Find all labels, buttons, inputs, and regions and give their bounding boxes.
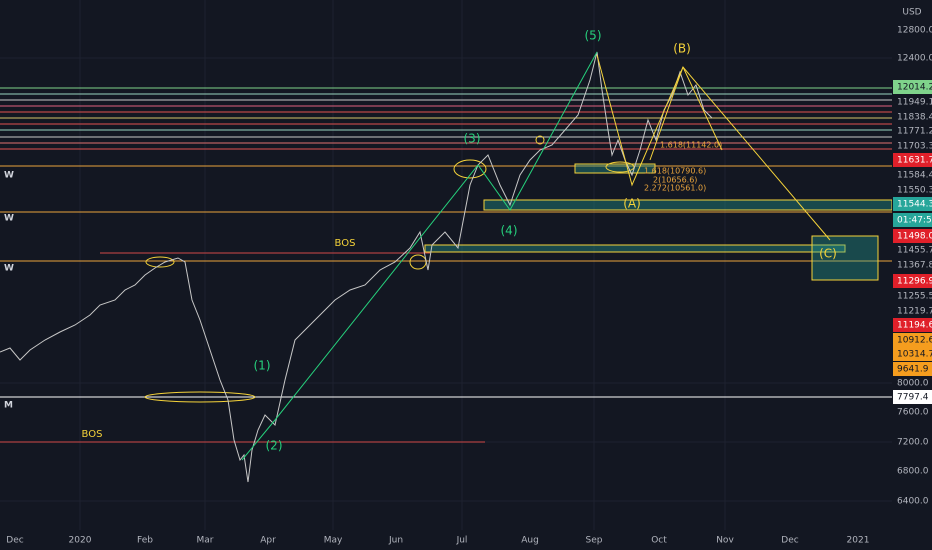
side-marker: W <box>4 214 14 224</box>
wave-label: (1) <box>254 359 271 373</box>
time-label: Aug <box>521 536 539 546</box>
price-tag <box>893 347 932 361</box>
price-label: 11544.3 <box>897 200 932 210</box>
wave-lines-green <box>241 51 598 461</box>
price-label: 7600.0 <box>897 408 929 418</box>
time-label: 2021 <box>847 536 870 546</box>
time-label: Feb <box>137 536 153 546</box>
wave-label: (5) <box>585 29 602 43</box>
wave-label: (C) <box>819 247 837 261</box>
time-label: Mar <box>197 536 214 546</box>
side-marker: W <box>4 264 14 274</box>
price-label: 12800.0 <box>897 26 932 36</box>
price-label: 7797.4 <box>897 393 929 403</box>
price-tag <box>893 333 932 347</box>
time-labels: Dec 2020 Feb Mar Apr May Jun Jul Aug Sep Oct Nov Dec… <box>6 536 869 546</box>
price-labels: 12800.0 12400.0 12014.2 11949.1 11838.4 11771… <box>893 26 932 507</box>
time-label: 2020 <box>69 536 92 546</box>
price-label: 8000.0 <box>897 379 929 389</box>
time-label: Dec <box>6 536 23 546</box>
price-tag <box>893 274 932 288</box>
price-tag <box>893 197 932 211</box>
zones <box>424 163 893 281</box>
price-label: 11194.6 <box>897 321 932 331</box>
price-series <box>0 51 713 483</box>
price-tag <box>893 153 932 167</box>
time-axis-panel <box>0 530 932 550</box>
side-marker: M <box>4 401 13 411</box>
price-label: 10912.6 <box>897 336 932 346</box>
price-tag <box>893 362 932 376</box>
price-label: 11949.1 <box>897 98 932 108</box>
time-label: Nov <box>716 536 734 546</box>
fib-label: 1.618(10790.6) <box>644 167 706 176</box>
price-label: 11550.3 <box>897 186 932 196</box>
fib-label: 2(10656.6) <box>653 176 697 185</box>
price-label: 11367.8 <box>897 261 932 271</box>
time-label: Dec <box>781 536 798 546</box>
price-label: 11771.2 <box>897 127 932 137</box>
price-tag <box>893 80 932 94</box>
price-label: 6400.0 <box>897 497 929 507</box>
time-label: Apr <box>260 536 276 546</box>
price-label: 11838.4 <box>897 113 932 123</box>
price-label: 11219.7 <box>897 307 932 317</box>
time-label: May <box>324 536 343 546</box>
price-label: 11631.7 <box>897 156 932 166</box>
wave-label: (4) <box>501 224 518 238</box>
highlight-ellipses <box>144 135 635 403</box>
price-label: 11703.3 <box>897 142 932 152</box>
time-label: Oct <box>651 536 667 546</box>
price-label: 9641.9 <box>897 365 929 375</box>
wave-label: (B) <box>673 42 691 56</box>
price-label: 12014.2 <box>897 83 932 93</box>
price-tag <box>893 318 932 332</box>
price-label: 01:47:53 <box>897 216 932 226</box>
wave-lines-yellow <box>596 54 831 241</box>
price-label: 11255.5 <box>897 292 932 302</box>
side-marker: W <box>4 171 14 181</box>
fib-label: 2.272(10561.0) <box>644 184 706 193</box>
price-label: 10314.7 <box>897 350 932 360</box>
price-label: 11455.7 <box>897 246 932 256</box>
bos-label: BOS <box>335 238 356 249</box>
time-label: Jun <box>388 536 403 546</box>
price-axis: USD <box>902 8 921 18</box>
bos-label: BOS <box>82 429 103 440</box>
price-tag <box>893 213 932 227</box>
wave-label: (A) <box>623 197 641 211</box>
wave-label: (2) <box>266 439 283 453</box>
price-tag <box>893 229 932 243</box>
price-label: 12400.0 <box>897 54 932 64</box>
price-label: 11296.9 <box>897 277 932 287</box>
price-label: 11584.4 <box>897 171 932 181</box>
currency: USD <box>902 8 921 18</box>
price-label: 7200.0 <box>897 438 929 448</box>
time-label: Sep <box>586 536 603 546</box>
fib-label: 1.618(11142.0) <box>660 141 722 150</box>
horizontal-levels <box>0 87 892 443</box>
time-label: Jul <box>456 536 468 546</box>
price-label: 11498.0 <box>897 232 932 242</box>
price-tag <box>893 390 932 404</box>
price-label: 6800.0 <box>897 467 929 477</box>
wave-label: (3) <box>464 132 481 146</box>
